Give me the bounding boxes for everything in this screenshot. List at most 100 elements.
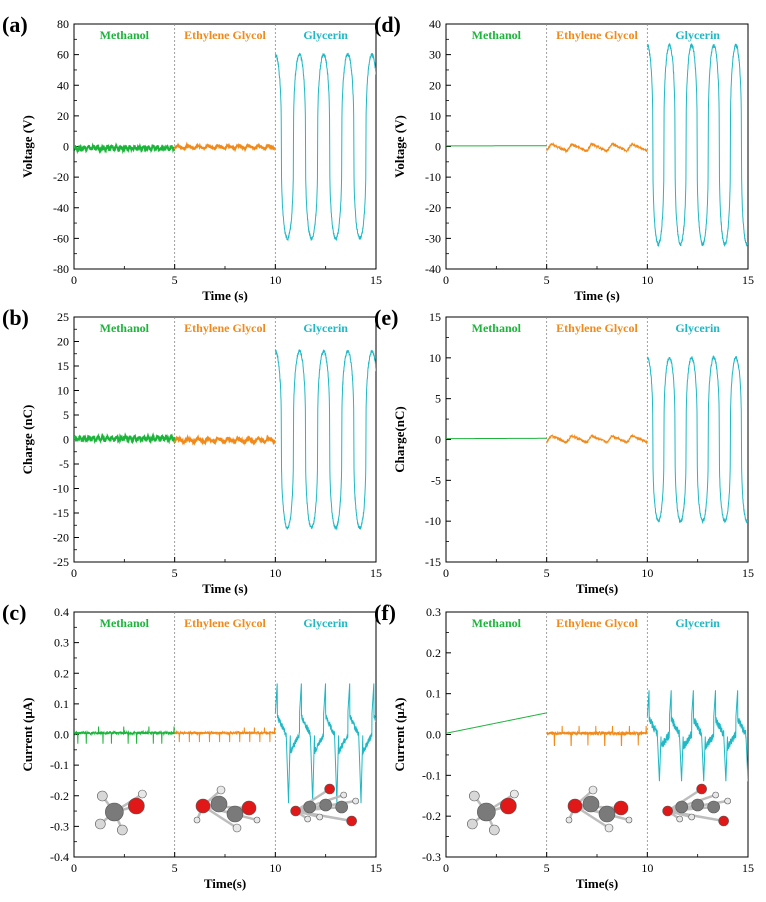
x-tick-label: 10 xyxy=(641,861,653,875)
region-label: Glycerin xyxy=(675,28,720,42)
x-tick-label: 15 xyxy=(742,566,754,580)
atom xyxy=(193,816,201,824)
x-axis-label: Time(s) xyxy=(576,581,618,596)
y-tick-label: -0.1 xyxy=(422,768,441,782)
atom xyxy=(625,816,633,824)
y-tick-label: 80 xyxy=(57,17,69,31)
y-tick-label: 40 xyxy=(429,17,441,31)
y-tick-label: -40 xyxy=(53,201,69,215)
x-tick-label: 10 xyxy=(269,861,281,875)
y-tick-label: 5 xyxy=(435,392,441,406)
atom xyxy=(604,823,614,833)
y-tick-label: 0.4 xyxy=(54,605,69,619)
region-label: Ethylene Glycol xyxy=(556,28,638,42)
series-methanol xyxy=(74,432,176,445)
x-tick-label: 0 xyxy=(443,861,449,875)
x-tick-label: 15 xyxy=(742,273,754,287)
y-axis-label: Charge(nC) xyxy=(392,406,407,472)
y-tick-label: -20 xyxy=(425,201,441,215)
atom xyxy=(324,783,335,795)
x-tick-label: 5 xyxy=(172,273,178,287)
molecule-methanol xyxy=(95,789,147,836)
y-tick-label: 0.1 xyxy=(426,687,441,701)
region-label: Glycerin xyxy=(675,321,720,335)
x-tick-label: 0 xyxy=(71,273,77,287)
y-tick-label: -25 xyxy=(53,555,69,569)
region-label: Methanol xyxy=(100,616,150,630)
atom xyxy=(335,800,348,814)
atom xyxy=(97,790,108,802)
molecule-glycerin xyxy=(290,783,359,827)
y-tick-label: -10 xyxy=(425,170,441,184)
panel-label: (b) xyxy=(2,305,29,330)
y-tick-label: 0.2 xyxy=(426,646,441,660)
atom xyxy=(598,805,616,823)
y-tick-label: 10 xyxy=(429,351,441,365)
atom xyxy=(565,816,573,824)
molecule-ethylene-glycol xyxy=(565,785,633,833)
x-tick-label: 5 xyxy=(544,273,550,287)
panel-label: (f) xyxy=(374,600,396,625)
y-tick-label: -0.1 xyxy=(50,758,69,772)
y-tick-label: 20 xyxy=(429,78,441,92)
atom xyxy=(582,795,600,813)
y-tick-label: 0 xyxy=(435,433,441,447)
region-label: Ethylene Glycol xyxy=(556,616,638,630)
atom xyxy=(662,805,673,817)
x-tick-label: 5 xyxy=(172,861,178,875)
atom xyxy=(195,798,211,814)
x-axis-label: Time (s) xyxy=(574,288,620,303)
molecule-methanol xyxy=(467,789,519,836)
atom xyxy=(128,797,145,815)
y-tick-label: -15 xyxy=(425,555,441,569)
region-label: Glycerin xyxy=(675,616,720,630)
atom xyxy=(352,797,359,805)
y-tick-label: -5 xyxy=(59,457,69,471)
x-tick-label: 5 xyxy=(172,566,178,580)
x-tick-label: 0 xyxy=(71,861,77,875)
y-tick-label: -20 xyxy=(53,170,69,184)
series-ethylene-glycol xyxy=(174,727,276,743)
y-tick-label: 5 xyxy=(63,408,69,422)
atom xyxy=(117,824,128,836)
y-tick-label: 0.2 xyxy=(54,666,69,680)
y-tick-label: 20 xyxy=(57,109,69,123)
y-tick-label: 15 xyxy=(429,310,441,324)
y-tick-label: 0.3 xyxy=(426,605,441,619)
y-tick-label: -0.3 xyxy=(50,819,69,833)
y-axis-label: Voltage (V) xyxy=(20,115,35,178)
atom xyxy=(688,813,695,821)
y-axis-label: Current (μA) xyxy=(20,698,35,772)
atom xyxy=(316,813,323,821)
bond xyxy=(294,787,331,813)
x-tick-label: 10 xyxy=(641,566,653,580)
region-label: Methanol xyxy=(472,321,522,335)
x-axis-label: Time (s) xyxy=(202,288,248,303)
series-methanol xyxy=(74,142,176,155)
x-tick-label: 5 xyxy=(544,861,550,875)
series-glycerin xyxy=(646,690,748,782)
x-axis-label: Time(s) xyxy=(204,876,246,891)
atom xyxy=(210,795,228,813)
x-tick-label: 15 xyxy=(370,861,382,875)
series-ethylene-glycol xyxy=(546,433,648,445)
region-label: Ethylene Glycol xyxy=(184,321,266,335)
atom xyxy=(718,815,729,827)
series-glycerin xyxy=(274,349,376,531)
atom xyxy=(613,800,629,816)
panel-d: -40 -30 -20 -10 0 10 20 30 40 0 5 10 15 Time (s) Volta… xyxy=(374,12,754,303)
region-label: Methanol xyxy=(100,28,150,42)
series-ethylene-glycol xyxy=(546,141,648,154)
atom xyxy=(95,818,106,830)
x-tick-label: 10 xyxy=(641,273,653,287)
region-label: Glycerin xyxy=(303,616,348,630)
x-tick-label: 15 xyxy=(370,566,382,580)
y-tick-label: 0.3 xyxy=(54,636,69,650)
y-tick-label: -80 xyxy=(53,262,69,276)
series-ethylene-glycol xyxy=(546,725,648,747)
series-methanol xyxy=(446,712,547,734)
atom xyxy=(303,800,316,814)
atom xyxy=(340,791,347,799)
y-axis-label: Voltage (V) xyxy=(392,115,407,178)
y-tick-label: -0.4 xyxy=(50,850,69,864)
